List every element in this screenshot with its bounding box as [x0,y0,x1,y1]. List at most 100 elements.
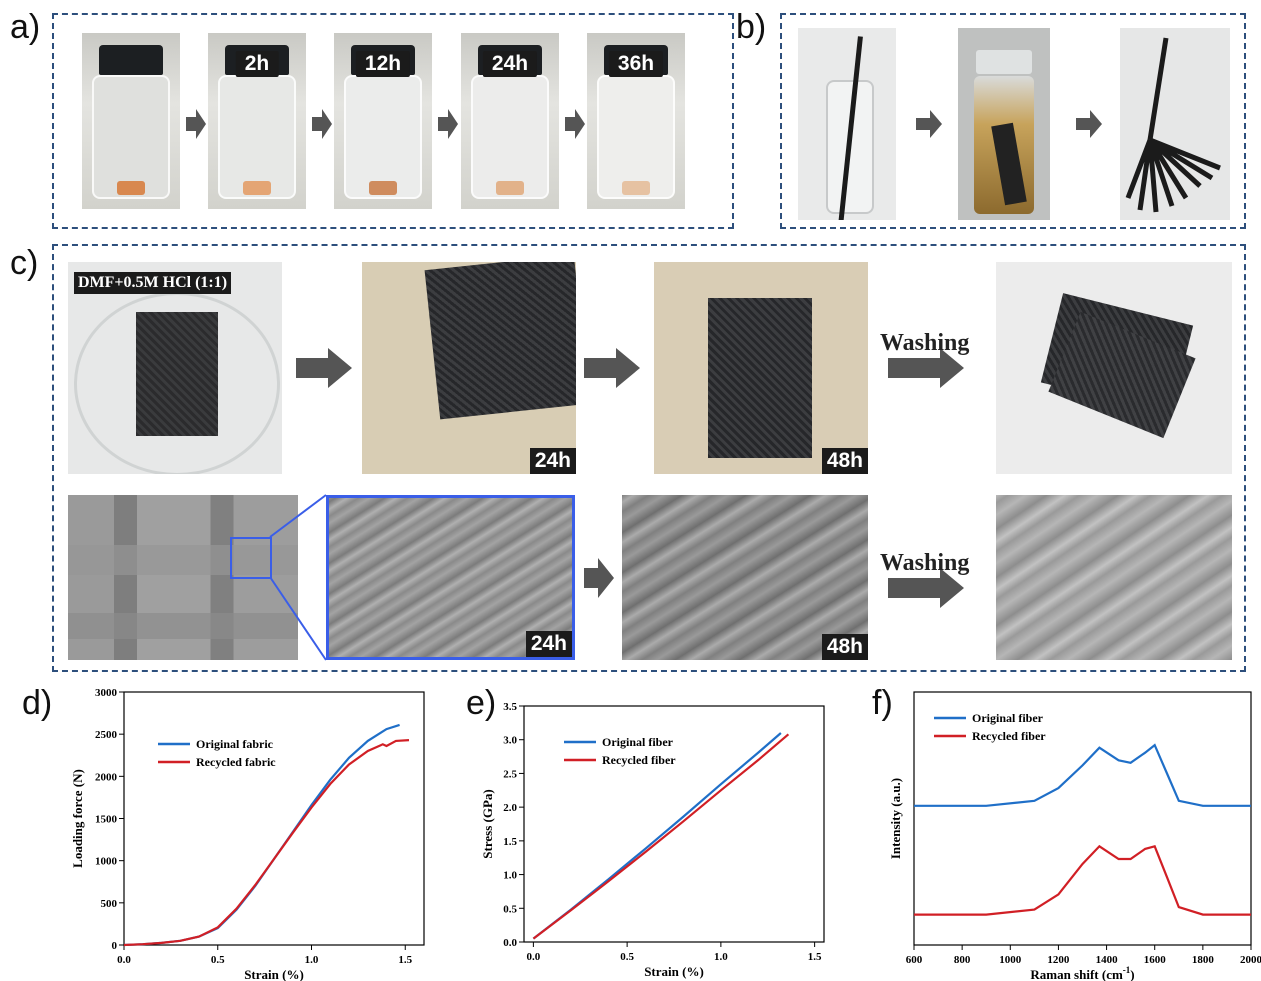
x-tick-label: 0.5 [620,951,634,963]
y-tick-label: 3.0 [503,735,517,747]
series-line [532,733,790,940]
x-axis-label: Strain (%) [644,964,704,979]
x-tick-label: 1000 [999,954,1022,966]
time-label: 12h [355,51,411,77]
vial-photo [82,33,180,209]
sem-fabric-overview [68,495,298,660]
x-tick-label: 1600 [1144,954,1167,966]
x-tick-label: 1.5 [808,951,822,963]
x-tick-label: 1400 [1096,954,1119,966]
y-tick-label: 2000 [95,771,118,783]
resin-sample [243,181,271,195]
resin-sample [622,181,650,195]
series-line [914,844,1251,916]
y-tick-label: 3000 [95,687,118,699]
x-tick-label: 1200 [1047,954,1070,966]
plot-frame [123,691,425,946]
washing-label-bottom: Washing [880,550,970,576]
frayed-fiber-photo [1120,28,1230,220]
sem-time-tag-24h: 24h [525,631,572,657]
y-tick-label: 1.5 [503,836,517,848]
y-tick-label: 2.0 [503,802,517,814]
frayed-fiber-drawing [1125,37,1221,213]
panel-label-c: c) [10,244,39,282]
y-tick-label: 0.5 [503,903,517,915]
y-axis-label: Intensity (a.u.) [888,778,903,859]
vial-with-rod-photo [798,28,896,220]
sem-washed [996,495,1232,660]
chart-loading-force: 0.0 0.5 1.0 1.5 0 500 1000 1500 2000 2500 3000 Stra… [70,687,425,981]
x-tick-label: 600 [906,954,923,966]
resin-sample [117,181,145,195]
sem-48h: 48h [622,495,868,660]
y-tick-label: 3.5 [503,701,517,713]
sem-time-tag-48h: 48h [821,634,868,660]
panel-label-d: d) [22,684,53,722]
x-tick-label: 0.5 [211,954,225,966]
time-label: 36h [608,51,664,77]
x-tick-label: 2000 [1240,954,1261,966]
x-tick-label: 1.0 [305,954,319,966]
vial-photo: 12h [334,33,432,209]
panel-b-frame [780,13,1246,229]
panel-label-f: f) [872,684,893,722]
x-tick-label: 0.0 [527,951,541,963]
zoom-region-box [230,537,272,579]
x-tick-label: 1.0 [714,951,728,963]
vial-cap [99,45,163,75]
peeling-48h-photo: 48h [654,262,868,474]
legend-label: Original fabric [196,737,274,751]
y-tick-label: 500 [101,898,118,910]
legend-label: Recycled fiber [972,729,1046,743]
vial-glass [344,75,422,199]
panel-label-a: a) [10,8,41,46]
vial-in-solvent-photo [958,28,1050,220]
vial-photo: 2h [208,33,306,209]
panel-c-frame [52,244,1246,672]
vial-glass [92,75,170,199]
chart-stress: 0.0 0.5 1.0 1.5 0.0 0.5 1.0 1.5 2.0 2.5 3.0 3.5 Stra… [480,701,825,979]
fabric-in-dish-photo: DMF+0.5M HCl (1:1) [68,262,282,474]
y-tick-label: 1000 [95,856,118,868]
plot-frame [523,705,825,943]
solvent-label: DMF+0.5M HCl (1:1) [74,272,232,294]
series-line [123,739,410,947]
x-axis-label: Strain (%) [244,967,304,981]
y-tick-label: 0 [112,940,118,952]
x-tick-label: 800 [954,954,971,966]
x-tick-label: 1.5 [398,954,412,966]
y-tick-label: 1500 [95,814,118,826]
vial-photo: 24h [461,33,559,209]
y-tick-label: 1.0 [503,870,517,882]
x-axis-label: Raman shift (cm-1) [1030,965,1134,981]
y-tick-label: 2.5 [503,768,517,780]
time-label: 2h [235,51,279,77]
washed-fabric-photo [996,262,1232,474]
peeling-24h-photo: 24h [362,262,576,474]
legend-label: Recycled fabric [196,755,276,769]
time-tag-48h: 48h [821,448,868,474]
legend-label: Recycled fiber [602,753,676,767]
legend-label: Original fiber [602,735,674,749]
time-label: 24h [482,51,538,77]
x-tick-label: 0.0 [117,954,131,966]
vial-glass [471,75,549,199]
y-axis-label: Stress (GPa) [480,789,495,858]
vial-photo: 36h [587,33,685,209]
panel-label-b: b) [736,8,767,46]
resin-sample [369,181,397,195]
y-axis-label: Loading force (N) [70,769,85,868]
sem-zoom-24h: 24h [326,495,575,660]
chart-raman: 600 800 1000 1200 1400 1600 1800 2000 Raman shif… [888,691,1261,981]
time-tag-24h: 24h [529,448,576,474]
resin-sample [496,181,524,195]
plot-frame [913,691,1252,946]
series-line [914,743,1251,807]
panel-a-frame [52,13,734,229]
washing-label-top: Washing [880,330,970,356]
y-tick-label: 0.0 [503,937,517,949]
panel-label-e: e) [466,684,497,722]
x-tick-label: 1800 [1192,954,1215,966]
legend-label: Original fiber [972,711,1044,725]
